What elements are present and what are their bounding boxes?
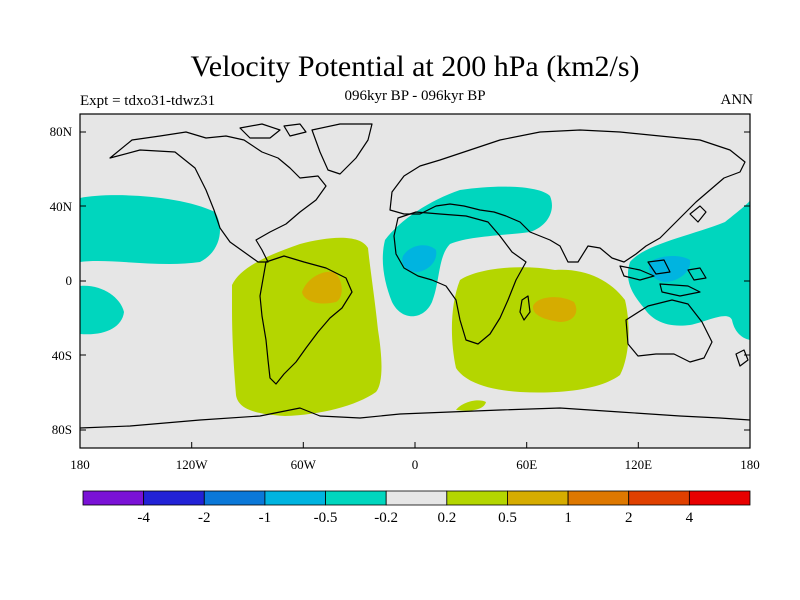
pos-core-south-america (302, 271, 342, 304)
colorbar-label: -0.2 (374, 510, 398, 526)
x-tick-label: 0 (412, 457, 419, 472)
x-tick-label: 120W (176, 457, 209, 472)
colorbar-label: 2 (625, 510, 633, 526)
colorbar-swatch (203, 490, 266, 506)
coast-greenland (311, 123, 373, 175)
colorbar-swatch (264, 490, 326, 506)
colorbar (82, 490, 751, 506)
map-title: Velocity Potential at 200 hPa (km2/s) (190, 50, 640, 83)
coastlines (80, 123, 750, 429)
colorbar-label: 0.5 (498, 510, 517, 526)
coast-north-america (109, 131, 327, 263)
colorbar-swatch (82, 490, 145, 506)
colorbar-swatch (325, 490, 387, 506)
coast-antarctica (80, 407, 750, 429)
colorbar-label: 1 (564, 510, 572, 526)
neg-core-africa (402, 245, 437, 272)
y-axis-labels: 80N 40N 0 40S 80S (50, 124, 73, 437)
pos-core-indian-ocean (532, 297, 577, 322)
neg-region-pacific-south (80, 285, 124, 335)
coast-maritime-continent (619, 259, 707, 297)
x-tick-label: 120E (625, 457, 653, 472)
colorbar-label: 4 (686, 510, 694, 526)
neg-region-atlantic-asia (382, 186, 552, 317)
neg-region-pacific-north (80, 195, 220, 264)
colorbar-swatch (385, 490, 448, 506)
coast-south-america (259, 255, 353, 385)
experiment-label: Expt = tdxo31-tdwz31 (80, 93, 216, 109)
colorbar-labels: -4 -2 -1 -0.5 -0.2 0.2 0.5 1 2 4 (137, 510, 693, 526)
colorbar-label: 0.2 (437, 510, 456, 526)
y-tick-label: 0 (66, 273, 73, 288)
colorbar-swatch (688, 490, 751, 506)
y-tick-label: 40N (50, 199, 73, 214)
tick-marks (79, 131, 751, 448)
contour-fields (80, 186, 750, 416)
x-tick-label: 60W (291, 457, 317, 472)
pos-region-indian-ocean (451, 267, 629, 393)
colorbar-label: -1 (259, 510, 272, 526)
colorbar-swatch (507, 490, 569, 506)
season-label: ANN (720, 92, 754, 108)
colorbar-label: -0.5 (314, 510, 338, 526)
x-tick-label: 180 (740, 457, 760, 472)
coast-arctic-islands (239, 123, 307, 139)
colorbar-label: -4 (137, 510, 150, 526)
y-tick-label: 80N (50, 124, 73, 139)
coast-new-zealand (735, 349, 749, 367)
colorbar-swatch (446, 490, 508, 506)
colorbar-swatch (628, 490, 690, 506)
coast-africa (393, 211, 527, 345)
coast-madagascar (519, 295, 531, 321)
map-subtitle: 096kyr BP - 096kyr BP (344, 88, 486, 104)
coast-japan (689, 205, 707, 223)
colorbar-swatch (143, 490, 205, 506)
x-tick-label: 180 (70, 457, 90, 472)
y-tick-label: 80S (52, 422, 72, 437)
neg-core-westpac (648, 256, 691, 282)
colorbar-swatch (567, 490, 630, 506)
coast-eurasia (389, 129, 746, 263)
pos-region-southern-ocean (456, 400, 486, 411)
x-tick-label: 60E (516, 457, 537, 472)
pos-region-south-america (232, 237, 382, 416)
y-tick-label: 40S (52, 348, 72, 363)
x-axis-labels: 180 120W 60W 0 60E 120E 180 (70, 457, 760, 472)
colorbar-label: -2 (198, 510, 211, 526)
coast-australia (625, 299, 713, 363)
